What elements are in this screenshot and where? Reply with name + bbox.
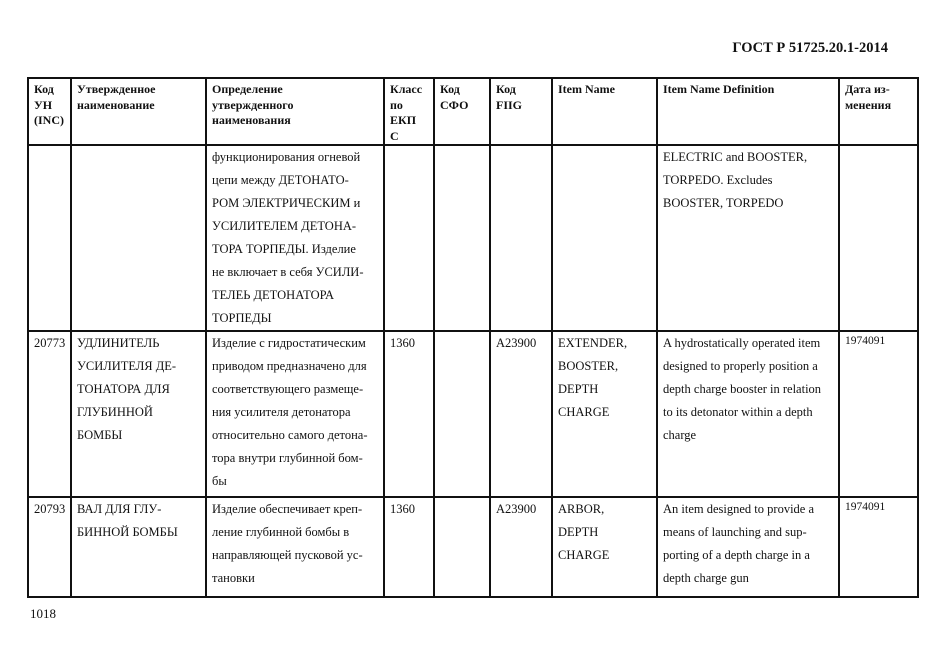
cell-item-name: ARBOR, DEPTH CHARGE <box>551 496 658 598</box>
cell-sfo <box>433 144 491 332</box>
document-id: ГОСТ Р 51725.20.1-2014 <box>732 40 888 56</box>
cell-definition: Изделие с гидростатическим приводом пред… <box>205 330 385 498</box>
cell-name: УДЛИНИТЕЛЬ УСИЛИТЕЛЯ ДЕ- ТОНАТОРА ДЛЯ ГЛ… <box>70 330 207 498</box>
cell-definition: функционирования огневой цепи между ДЕТО… <box>205 144 385 332</box>
header-date: Дата из- менения <box>838 77 919 146</box>
cell-item-name <box>551 144 658 332</box>
header-definition: Определение утвержденного наименования <box>205 77 385 146</box>
cell-sfo <box>433 496 491 598</box>
cell-date <box>838 144 919 332</box>
cell-item-definition: ELECTRIC and BOOSTER, TORPEDO. Excludes … <box>656 144 840 332</box>
catalog-table: Код УН (INC) Утвержденное наименование О… <box>27 77 919 598</box>
table-row: 20793 ВАЛ ДЛЯ ГЛУ- БИННОЙ БОМБЫ Изделие … <box>27 496 919 598</box>
table-row: функционирования огневой цепи между ДЕТО… <box>27 144 919 332</box>
cell-name <box>70 144 207 332</box>
header-row: Код УН (INC) Утвержденное наименование О… <box>27 77 919 146</box>
cell-fiig: A23900 <box>489 330 553 498</box>
cell-fiig <box>489 144 553 332</box>
cell-item-name: EXTENDER, BOOSTER, DEPTH CHARGE <box>551 330 658 498</box>
cell-fiig: A23900 <box>489 496 553 598</box>
cell-inc <box>27 144 72 332</box>
cell-inc: 20793 <box>27 496 72 598</box>
cell-date: 1974091 <box>838 330 919 498</box>
cell-class: 1360 <box>383 496 435 598</box>
header-item-definition: Item Name Definition <box>656 77 840 146</box>
header-fiig: Код FIIG <box>489 77 553 146</box>
cell-item-definition: A hydrostatically operated item designed… <box>656 330 840 498</box>
cell-sfo <box>433 330 491 498</box>
header-inc: Код УН (INC) <box>27 77 72 146</box>
cell-date: 1974091 <box>838 496 919 598</box>
page-number: 1018 <box>30 606 56 621</box>
cell-inc: 20773 <box>27 330 72 498</box>
header-class: Класс по ЕКП С <box>383 77 435 146</box>
cell-class <box>383 144 435 332</box>
header-sfo: Код СФО <box>433 77 491 146</box>
cell-name: ВАЛ ДЛЯ ГЛУ- БИННОЙ БОМБЫ <box>70 496 207 598</box>
cell-item-definition: An item designed to provide a means of l… <box>656 496 840 598</box>
table-row: 20773 УДЛИНИТЕЛЬ УСИЛИТЕЛЯ ДЕ- ТОНАТОРА … <box>27 330 919 498</box>
header-approved-name: Утвержденное наименование <box>70 77 207 146</box>
header-item-name: Item Name <box>551 77 658 146</box>
cell-class: 1360 <box>383 330 435 498</box>
cell-definition: Изделие обеспечивает креп- ление глубинн… <box>205 496 385 598</box>
